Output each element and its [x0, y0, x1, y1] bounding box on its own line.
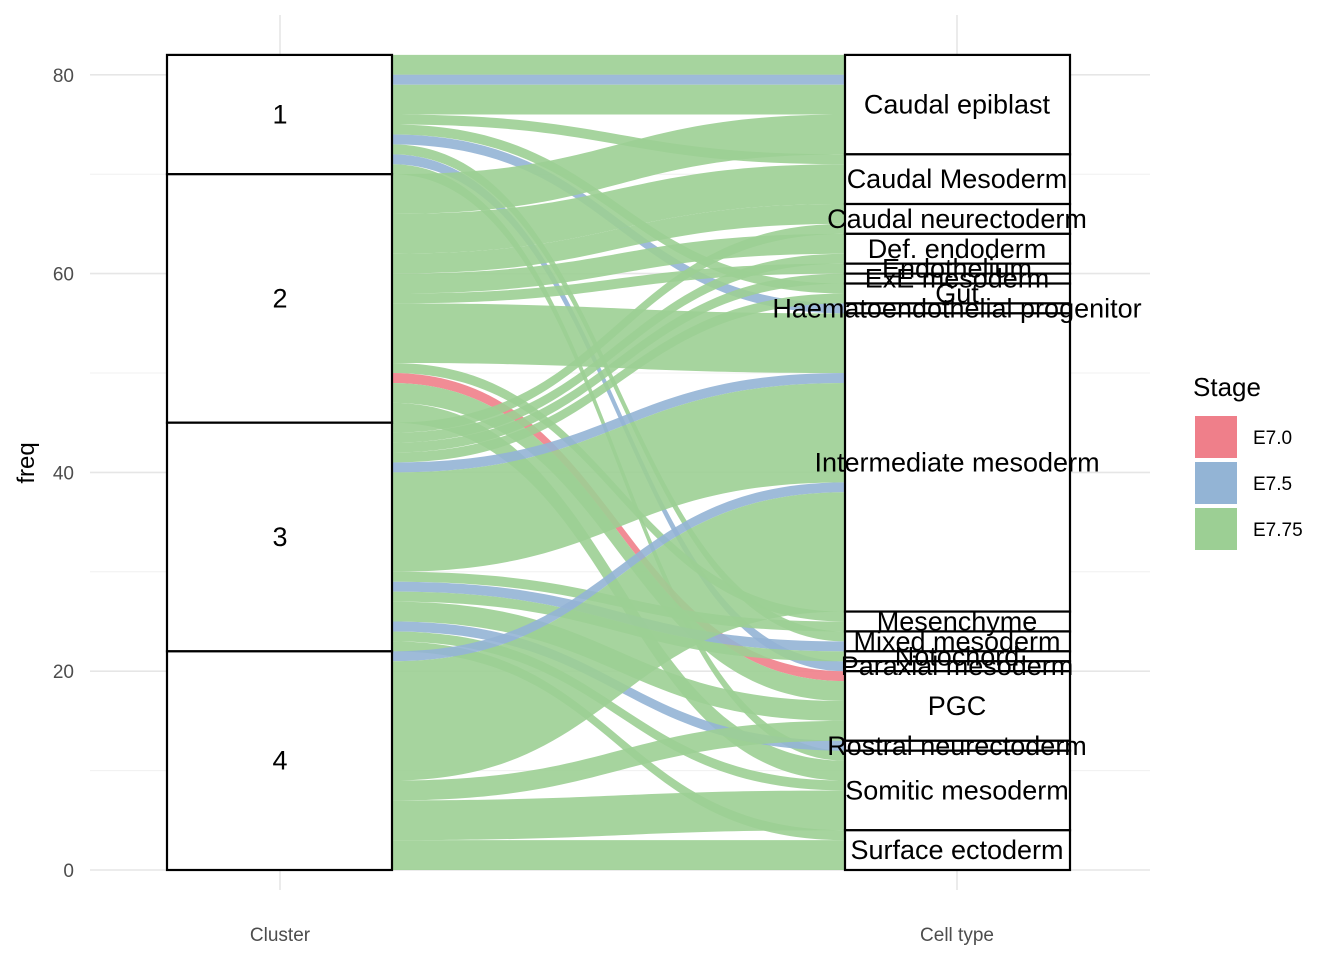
- y-tick-label: 0: [63, 861, 74, 882]
- flow-ribbon: [392, 74, 845, 85]
- cell-type-stratum-label: Paraxial mesoderm: [841, 651, 1074, 681]
- cell-type-stratum-box: [843, 153, 1072, 206]
- y-tick-label: 40: [53, 463, 74, 484]
- cell-type-stratum-label: Somitic mesoderm: [845, 775, 1069, 805]
- cell-type-stratum-label: Mesenchyme: [877, 607, 1038, 637]
- x-axis: Cluster Cell type: [250, 925, 994, 946]
- legend-label: E7.0: [1253, 428, 1292, 449]
- x-tick-label: Cell type: [920, 925, 994, 946]
- flow-ribbon: [392, 84, 845, 115]
- flow-ribbons: [392, 54, 845, 870]
- y-tick-label: 80: [53, 66, 74, 87]
- flow-ribbon: [392, 790, 845, 841]
- flow-ribbon: [392, 482, 845, 662]
- cell-type-stratum-label: Gut: [935, 278, 979, 308]
- flow-ribbon: [392, 253, 845, 443]
- legend-title: Stage: [1193, 372, 1261, 402]
- legend-label: E7.75: [1253, 520, 1303, 541]
- flow-ribbon: [392, 273, 845, 453]
- cell-type-stratum-label: Caudal neurectoderm: [827, 204, 1087, 234]
- y-axis: 0 20 40 60 80: [53, 66, 74, 882]
- cluster-stratum-label: 2: [272, 283, 287, 313]
- flow-ribbon: [392, 114, 845, 214]
- flow-ribbon: [392, 840, 845, 870]
- cell-type-stratum-label: Rostral neurectoderm: [827, 731, 1087, 761]
- flow-ribbon: [392, 373, 845, 473]
- legend: Stage E7.0 E7.5 E7.75: [1193, 372, 1303, 550]
- cell-type-stratum-box: [843, 670, 1072, 742]
- flow-ribbon: [392, 223, 845, 433]
- cell-type-stratum-box: [843, 312, 1072, 613]
- legend-swatch: [1195, 416, 1237, 458]
- flow-ribbon: [392, 154, 845, 672]
- flow-ribbon: [392, 144, 845, 642]
- flow-ribbon: [392, 204, 845, 274]
- flow-ribbon: [392, 54, 845, 75]
- cell-type-stratum-label: ExE mesoderm: [865, 264, 1050, 294]
- cell-type-stratum-label: PGC: [928, 691, 987, 721]
- flow-ribbon: [392, 382, 845, 702]
- cluster-stratum-label: 4: [272, 746, 287, 776]
- legend-swatch: [1195, 462, 1237, 504]
- cell-type-stratum-label: Caudal Mesoderm: [847, 164, 1068, 194]
- cluster-stratum-box: [165, 53, 394, 176]
- flow-ribbon: [392, 382, 845, 572]
- cluster-stratum-label: 3: [272, 522, 287, 552]
- flow-ribbon: [392, 164, 845, 254]
- strata: 1 2 3 4 Caudal epiblast Caudal Mesoderm Caudal…: [165, 53, 1142, 872]
- flow-ribbon: [392, 631, 845, 791]
- legend-label: E7.5: [1253, 474, 1292, 495]
- cell-type-stratum-label: Intermediate mesoderm: [814, 447, 1099, 477]
- cluster-stratum-box: [165, 173, 394, 424]
- cell-type-stratum-label: Haematoendothelial progenitor: [772, 293, 1141, 323]
- cluster-stratum-box: [165, 650, 394, 872]
- cell-type-stratum-label: Mixed mesoderm: [853, 626, 1060, 656]
- cell-type-stratum-box: [843, 829, 1072, 872]
- cell-type-stratum-label: Caudal epiblast: [864, 90, 1051, 120]
- cell-type-stratum-label: Notochord: [895, 641, 1020, 671]
- flow-ribbon: [392, 492, 845, 781]
- flow-ribbon: [392, 293, 845, 463]
- y-tick-label: 20: [53, 662, 74, 683]
- flow-ribbon: [392, 720, 845, 801]
- flow-ribbon: [392, 641, 845, 841]
- cell-type-stratum-label: Endothelium: [882, 254, 1032, 284]
- cell-type-stratum-box: [843, 232, 1072, 265]
- x-tick-label: Cluster: [250, 925, 311, 946]
- y-tick-label: 60: [53, 265, 74, 286]
- legend-swatch: [1195, 508, 1237, 550]
- flow-ribbon: [392, 303, 845, 373]
- cell-type-stratum-label: Def. endoderm: [868, 234, 1047, 264]
- cell-type-stratum-box: [843, 749, 1072, 832]
- y-axis-title: freq: [13, 442, 40, 483]
- flow-ribbon: [392, 373, 845, 682]
- cluster-stratum-label: 1: [272, 100, 287, 130]
- cell-type-stratum-label: Surface ectoderm: [850, 835, 1063, 865]
